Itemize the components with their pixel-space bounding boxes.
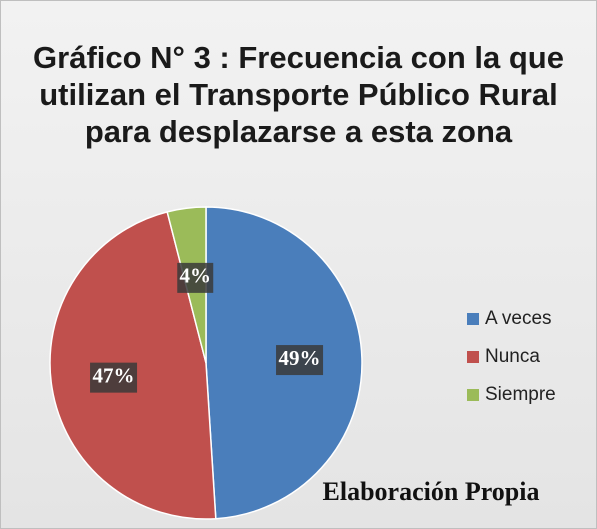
- data-label: 4%: [179, 264, 211, 288]
- annotation: Elaboración Propia: [323, 477, 540, 506]
- chart-title: Gráfico N° 3 : Frecuencia con la que uti…: [33, 40, 564, 149]
- legend-label: Nunca: [485, 346, 540, 367]
- legend-swatch: [467, 313, 479, 325]
- legend-label: Siempre: [485, 384, 556, 405]
- data-label-bg: [276, 345, 324, 376]
- data-label-bg: [177, 262, 214, 293]
- legend-swatch: [467, 351, 479, 363]
- data-label: 49%: [279, 346, 321, 370]
- legend-label: A veces: [485, 308, 552, 329]
- legend-swatch: [467, 389, 479, 401]
- data-label-bg: [90, 362, 138, 393]
- data-label: 47%: [93, 363, 135, 387]
